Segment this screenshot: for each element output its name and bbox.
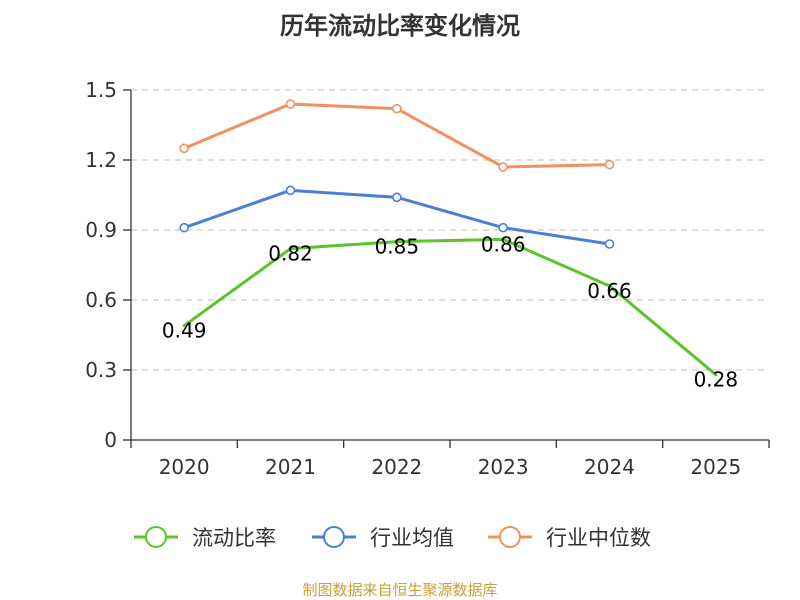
x-tick-label: 2020 bbox=[159, 455, 210, 479]
series-point bbox=[498, 222, 508, 233]
y-tick-label: 1.2 bbox=[85, 148, 117, 172]
series-point bbox=[498, 162, 508, 172]
series-point bbox=[285, 99, 296, 109]
series-point bbox=[604, 159, 615, 170]
grid-lines bbox=[131, 89, 769, 371]
legend-circle-icon bbox=[145, 526, 167, 548]
data-label: 0.66 bbox=[587, 279, 632, 303]
x-tick-label: 2024 bbox=[584, 455, 635, 479]
y-tick-label: 0.9 bbox=[85, 218, 117, 242]
series-point bbox=[392, 103, 402, 114]
data-label: 0.49 bbox=[162, 319, 207, 343]
y-tick-label: 0 bbox=[104, 428, 117, 452]
x-tick-label: 2021 bbox=[265, 455, 316, 479]
series-point bbox=[285, 185, 296, 196]
x-tick-label: 2023 bbox=[478, 455, 529, 479]
x-tick-label: 2025 bbox=[690, 455, 741, 479]
x-tick-label: 2022 bbox=[371, 455, 422, 479]
y-tick-label: 0.3 bbox=[85, 358, 117, 382]
legend-item-0[interactable]: 流动比率 bbox=[134, 526, 276, 550]
series-lines bbox=[179, 99, 718, 377]
data-label: 0.86 bbox=[481, 232, 526, 256]
legend-label: 行业均值 bbox=[370, 526, 454, 550]
series-point bbox=[179, 143, 189, 154]
legend[interactable]: 流动比率 行业均值 行业中位数 bbox=[134, 526, 651, 550]
legend-item-2[interactable]: 行业中位数 bbox=[488, 526, 651, 550]
series-point bbox=[604, 239, 615, 249]
series-point bbox=[179, 222, 189, 233]
legend-circle-icon bbox=[323, 526, 345, 548]
legend-label: 行业中位数 bbox=[546, 526, 651, 550]
data-labels: 0.49 0.82 0.85 0.86 0.66 0.28 bbox=[162, 232, 738, 391]
data-label: 0.82 bbox=[268, 242, 313, 266]
source-note: 制图数据来自恒生聚源数据库 bbox=[302, 581, 497, 599]
legend-item-1[interactable]: 行业均值 bbox=[312, 526, 454, 550]
y-tick-label: 0.6 bbox=[85, 288, 117, 312]
y-tick-label: 1.5 bbox=[85, 78, 117, 102]
axes: 0 0.3 0.6 0.9 1.2 1.5 2020 2021 2022 2023 2024 2025 bbox=[85, 78, 770, 479]
chart-title: 历年流动比率变化情况 bbox=[280, 12, 520, 40]
legend-label: 流动比率 bbox=[192, 526, 276, 550]
legend-circle-icon bbox=[499, 526, 521, 548]
data-label: 0.85 bbox=[375, 235, 420, 259]
series-line-0 bbox=[182, 237, 718, 377]
data-label: 0.28 bbox=[694, 368, 739, 392]
series-point bbox=[392, 192, 402, 203]
